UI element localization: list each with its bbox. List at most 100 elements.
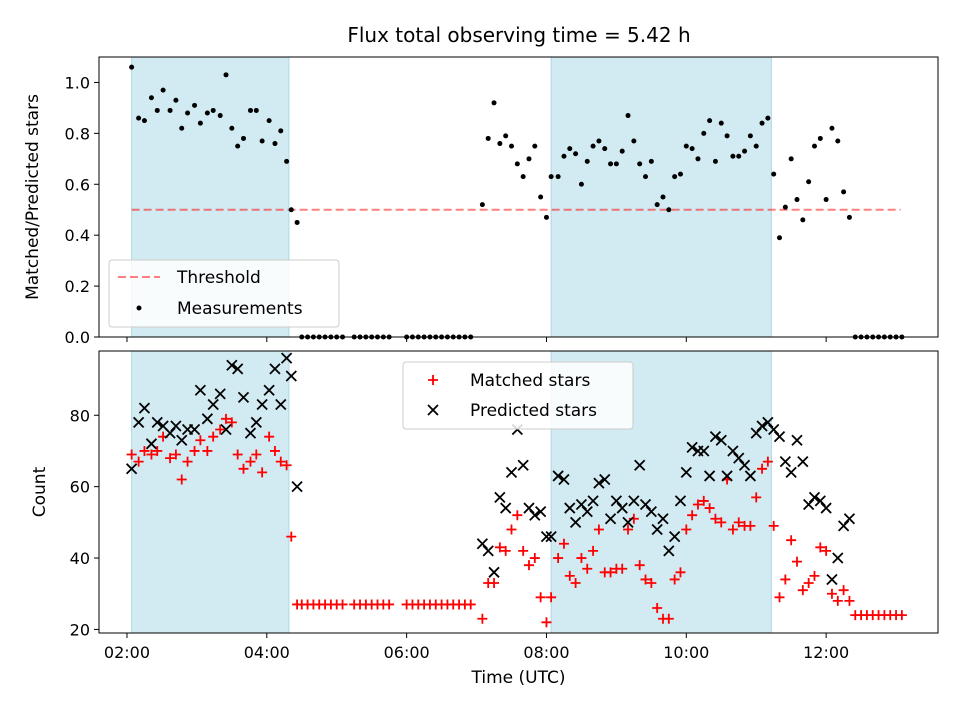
matched-stars-point [757, 463, 768, 474]
measurements-point [817, 135, 823, 141]
matched-stars-point [170, 449, 181, 460]
matched-stars-point [774, 592, 785, 603]
predicted-stars-point [263, 384, 275, 396]
legend-label: Measurements [177, 299, 303, 319]
x-tick-label: 08:00 [523, 643, 569, 662]
measurements-point [643, 174, 649, 180]
measurements-point [695, 156, 701, 162]
matched-stars-point [716, 517, 727, 528]
matched-stars-point [512, 510, 523, 521]
predicted-stars-point [545, 530, 557, 543]
matched-stars-point [275, 456, 286, 467]
measurements-point [777, 235, 783, 241]
measurements-point [829, 125, 835, 131]
matched-stars-point [257, 467, 268, 478]
measurements-point [229, 125, 235, 131]
measurements-point [707, 118, 713, 124]
legend-label: Threshold [176, 268, 261, 288]
measurements-point [129, 64, 135, 70]
measurements-point [210, 107, 216, 113]
measurements-point [491, 100, 497, 106]
matched-stars-point [215, 424, 226, 435]
predicted-stars-point [651, 523, 663, 536]
predicted-stars-point [727, 445, 739, 457]
y-tick-label: 0.2 [65, 277, 90, 296]
matched-stars-point [189, 445, 200, 456]
measurements-point [253, 107, 259, 113]
matched-stars-point [675, 567, 686, 578]
predicted-stars-point [803, 498, 815, 511]
predicted-stars-point [523, 502, 535, 514]
measurements-point [284, 158, 290, 164]
matched-stars-point [139, 445, 150, 456]
measurements-point [596, 138, 602, 144]
predicted-stars-point [505, 466, 518, 479]
bottom-panel-count-plot: 20 40 60 80 02:00 04:00 06:00 08:00 10:00 12:00 Co… [30, 350, 939, 688]
legend-box [402, 361, 634, 430]
axes-frame [98, 56, 939, 338]
predicted-stars-point [269, 363, 281, 375]
predicted-stars-point [744, 470, 757, 482]
matched-stars-point [646, 578, 657, 589]
matched-stars-point [663, 613, 674, 624]
predicted-stars-point [220, 423, 232, 436]
predicted-stars-point [275, 398, 287, 411]
predicted-stars-point [226, 359, 238, 371]
measurements-point [247, 107, 253, 113]
measurements-point [173, 97, 179, 103]
predicted-stars-point [250, 416, 262, 429]
matched-stars-point [797, 585, 808, 596]
matched-stars-point [570, 578, 581, 589]
predicted-stars-point [762, 416, 774, 429]
measurements-point [823, 197, 829, 203]
matched-stars-point [576, 553, 587, 564]
matched-stars-point [518, 545, 529, 556]
predicted-stars-point [535, 505, 547, 518]
predicted-stars-point [125, 463, 138, 475]
matched-stars-point [529, 553, 540, 564]
predicted-stars-point [843, 513, 856, 525]
matched-stars-point [815, 542, 826, 553]
matched-stars-point [286, 531, 297, 542]
measurements-point [683, 143, 689, 149]
matched-stars-point [337, 599, 348, 610]
measurements-point [613, 161, 619, 167]
measurements-point [192, 102, 198, 108]
shaded-interval-0 [131, 350, 290, 634]
matched-stars-point [221, 413, 232, 424]
predicted-stars-point [494, 491, 506, 503]
predicted-stars-point [768, 423, 780, 436]
measurements-point [526, 156, 532, 162]
measurements-point [217, 113, 223, 119]
predicted-stars-point [785, 466, 797, 479]
measurements-point [619, 148, 625, 154]
x-tick-label: 04:00 [244, 643, 290, 662]
measurements-point [204, 110, 210, 116]
legend-box [108, 259, 340, 328]
legend-predicted-swatch [427, 404, 439, 416]
x-tick-label: 10:00 [663, 643, 709, 662]
y-tick-label: 60 [70, 478, 90, 497]
predicted-stars-point [188, 423, 201, 436]
y-tick-label: 0.4 [65, 226, 90, 245]
predicted-stars-point [581, 505, 593, 518]
matched-stars-point [588, 545, 599, 556]
predicted-stars-point [488, 566, 500, 578]
x-tick-label: 06:00 [384, 643, 430, 662]
predicted-stars-point [628, 495, 640, 507]
measurements-point [800, 217, 806, 223]
measurements-point [718, 120, 724, 126]
predicted-stars-point [622, 516, 634, 528]
measurements-point [272, 141, 278, 147]
predicted-stars-point [237, 391, 250, 404]
predicted-stars-point [680, 466, 692, 479]
predicted-stars-point [738, 459, 751, 471]
measurements-point [846, 214, 852, 220]
y-axis-label: Count [30, 466, 50, 517]
matched-stars-point [238, 463, 249, 474]
matched-stars-point [623, 524, 634, 535]
measurements-point [497, 141, 503, 147]
matched-stars-point [523, 560, 534, 571]
matched-stars-point [652, 603, 663, 614]
matched-stars-point [698, 495, 709, 506]
